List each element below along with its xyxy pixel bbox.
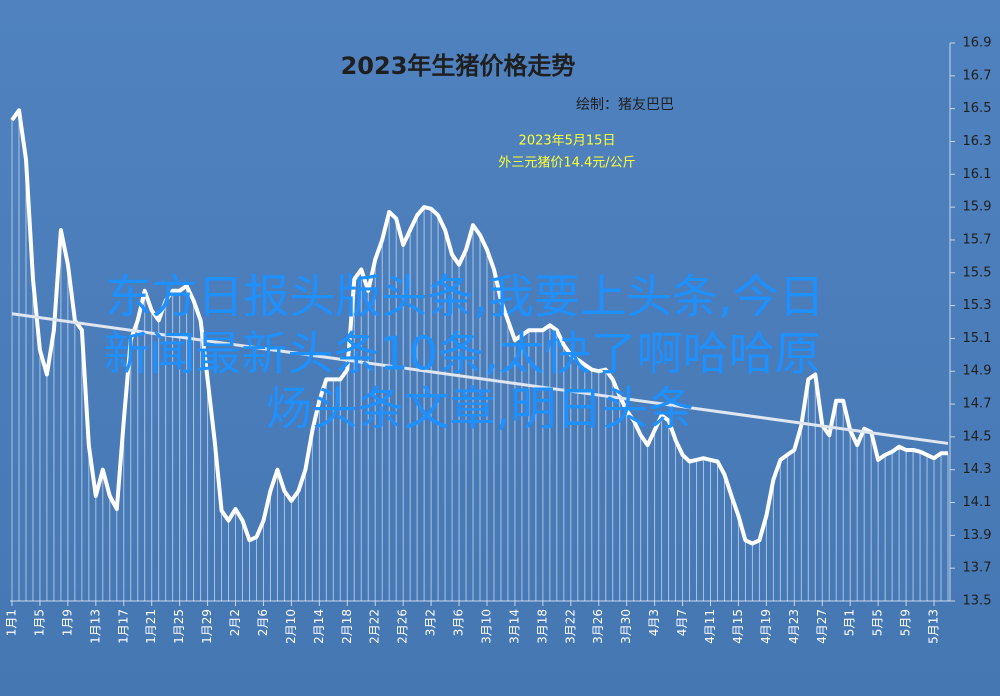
annotation: 2023年5月15日: [519, 134, 616, 149]
x-tick-label: 1月17: [116, 609, 130, 644]
y-tick-label: 14.3: [963, 462, 992, 477]
y-tick-label: 15.7: [963, 232, 992, 247]
y-tick-label: 13.9: [963, 528, 992, 543]
x-tick-label: 3月26: [591, 609, 605, 644]
annotation: 外三元猪价14.4元/公斤: [498, 156, 635, 171]
x-tick-label: 5月1: [843, 609, 857, 636]
x-tick-label: 1月5: [32, 609, 46, 636]
x-tick-label: 2月2: [228, 609, 242, 636]
y-tick-label: 13.5: [963, 594, 992, 609]
x-tick-label: 3月30: [619, 609, 633, 644]
watermark-line: 新闻最新头条10条,太快了啊哈哈原: [103, 327, 820, 381]
x-tick-label: 3月2: [424, 609, 438, 636]
x-tick-label: 4月19: [759, 609, 773, 644]
plot: 13.5 13.7 13.9 14.1 14.3 14.5 14.7 14.9 15.1 15.3…: [5, 36, 992, 644]
x-tick-label: 1月25: [172, 609, 186, 644]
y-tick-label: 15.3: [963, 298, 992, 313]
y-tick-label: 14.5: [963, 429, 992, 444]
y-tick-label: 13.7: [963, 561, 992, 576]
x-tick-label: 3月18: [535, 609, 549, 644]
price-line: [10, 108, 948, 546]
y-tick-label: 15.9: [963, 200, 992, 215]
y-tick-label: 14.7: [963, 397, 992, 412]
x-tick-label: 3月14: [507, 609, 521, 644]
trend-line: [11, 312, 949, 445]
x-tick-label: 2月22: [368, 609, 382, 644]
subtitle: 绘制：猪友巴巴: [576, 97, 674, 113]
x-tick-label: 4月3: [647, 609, 661, 636]
x-tick-label: 5月13: [927, 609, 941, 644]
watermark-line: 东方日报头版头条,我要上头条,今日: [105, 270, 824, 324]
y-tick-label: 16.1: [963, 167, 992, 182]
watermark-line: 炀头条文章,明日头条: [266, 382, 695, 436]
y-tick-label: 14.1: [963, 495, 992, 510]
x-tick-label: 3月10: [479, 609, 493, 644]
y-tick-label: 16.7: [963, 68, 992, 83]
y-tick-label: 16.5: [963, 101, 992, 116]
x-tick-label: 4月11: [703, 609, 717, 644]
x-tick-label: 1月29: [200, 609, 214, 644]
y-tick-label: 15.5: [963, 265, 992, 280]
x-tick-label: 5月5: [871, 609, 885, 636]
x-tick-label: 2月26: [396, 609, 410, 644]
x-tick-label: 1月9: [60, 609, 74, 636]
x-tick-label: 2月6: [256, 609, 270, 636]
x-tick-label: 3月22: [563, 609, 577, 644]
x-tick-label: 5月9: [899, 609, 913, 636]
x-tick-label: 1月1: [5, 609, 19, 636]
y-tick-label: 16.3: [963, 134, 992, 149]
x-tick-label: 2月18: [340, 609, 354, 644]
x-tick-label: 4月7: [675, 609, 689, 636]
y-tick-label: 15.1: [963, 331, 992, 346]
x-tick-label: 4月27: [815, 609, 829, 644]
chart-title: 2023年生猪价格走势: [341, 52, 576, 80]
y-tick-label: 16.9: [963, 36, 992, 51]
x-tick-label: 2月10: [284, 609, 298, 644]
x-tick-label: 3月6: [452, 609, 466, 636]
x-tick-label: 2月14: [312, 609, 326, 644]
x-tick-label: 1月21: [144, 609, 158, 644]
x-tick-label: 4月15: [731, 609, 745, 644]
x-tick-label: 1月13: [88, 609, 102, 644]
x-tick-label: 4月23: [787, 609, 801, 644]
y-tick-label: 14.9: [963, 364, 992, 379]
watermark: 东方日报头版头条,我要上头条,今日 新闻最新头条10条,太快了啊哈哈原 炀头条文…: [103, 270, 824, 436]
